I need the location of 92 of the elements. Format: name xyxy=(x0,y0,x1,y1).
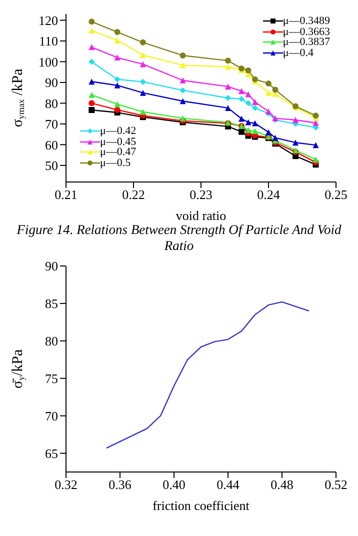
y-tick-label: 70 xyxy=(45,116,58,132)
point xyxy=(312,142,319,148)
line-series xyxy=(106,301,310,449)
point xyxy=(140,90,146,96)
x-axis-title: void ratio xyxy=(176,208,226,223)
x-tick-label: 0.22 xyxy=(122,187,145,202)
point xyxy=(245,127,252,134)
point xyxy=(88,100,95,106)
point xyxy=(114,37,120,44)
caption: Figure 14. Relations Between Strength Of Particle And Void Ratio xyxy=(16,222,342,254)
y-tick-label: 120 xyxy=(38,12,58,28)
point xyxy=(180,52,186,58)
legend-label: μ—0.4 xyxy=(282,46,314,58)
x-tick-label: 0.52 xyxy=(324,477,348,492)
y-tick-label: 65 xyxy=(45,446,58,461)
point xyxy=(245,119,252,126)
point xyxy=(114,54,120,61)
point xyxy=(252,98,258,105)
point xyxy=(180,77,186,84)
point xyxy=(292,140,298,146)
y-tick-label: 85 xyxy=(45,296,58,312)
point xyxy=(225,64,231,70)
y-tick-label: 100 xyxy=(38,54,58,70)
point xyxy=(252,104,258,111)
point xyxy=(140,52,146,58)
legend-label: μ—0.3837 xyxy=(282,36,330,48)
point xyxy=(272,86,278,93)
x-axis-title: friction coefficient xyxy=(152,498,250,513)
point xyxy=(88,107,95,114)
y-tick-label: 70 xyxy=(45,408,58,424)
point xyxy=(180,98,186,104)
y-tick-label: 80 xyxy=(45,334,58,349)
y-tick-label: 60 xyxy=(45,137,58,152)
point xyxy=(292,116,298,123)
point xyxy=(140,39,146,46)
point xyxy=(114,106,120,113)
y-tick-label: 50 xyxy=(45,158,58,174)
point xyxy=(266,108,272,114)
point xyxy=(88,18,95,25)
x-tick-label: 0.24 xyxy=(257,187,280,202)
legend-label: μ—0.3489 xyxy=(282,15,330,27)
y-tick-label: 80 xyxy=(45,96,58,111)
point xyxy=(245,91,252,98)
x-tick-label: 0.48 xyxy=(270,477,294,492)
point xyxy=(180,62,186,68)
point xyxy=(225,84,231,90)
x-tick-label: 0.44 xyxy=(216,477,240,492)
y-tick-label: 90 xyxy=(45,258,58,274)
point xyxy=(140,78,146,85)
point xyxy=(225,95,231,101)
point xyxy=(225,104,231,111)
x-tick-label: 0.40 xyxy=(162,477,186,492)
y-tick-label: 90 xyxy=(45,75,58,90)
point xyxy=(114,101,120,108)
legend-label: μ—0.42 xyxy=(100,125,136,137)
legend-label: μ—0.47 xyxy=(100,146,136,158)
point xyxy=(245,67,252,74)
point xyxy=(238,88,244,94)
x-tick-label: 0.25 xyxy=(324,187,348,202)
x-tick-label: 0.36 xyxy=(108,477,132,492)
x-tick-label: 0.32 xyxy=(54,477,78,492)
y-tick-label: 75 xyxy=(45,370,58,386)
point xyxy=(238,128,244,135)
legend-label: μ—0.5 xyxy=(100,156,131,168)
point xyxy=(114,82,120,88)
point xyxy=(114,29,120,36)
point xyxy=(180,87,186,94)
y-tick-label: 110 xyxy=(38,34,58,49)
point xyxy=(266,80,272,86)
point xyxy=(140,61,146,68)
point xyxy=(272,134,278,141)
point xyxy=(140,108,146,115)
point xyxy=(88,78,95,85)
point xyxy=(238,96,244,102)
point xyxy=(88,92,95,98)
point xyxy=(252,128,258,134)
point xyxy=(238,116,244,122)
point xyxy=(266,90,272,96)
point xyxy=(88,44,95,50)
point xyxy=(88,58,95,65)
point xyxy=(266,129,272,136)
x-tick-label: 0.21 xyxy=(54,187,78,202)
point xyxy=(88,28,95,34)
point xyxy=(225,58,231,64)
point xyxy=(312,156,319,163)
legend-label: μ—0.45 xyxy=(100,136,136,148)
legend-label: μ—0.3663 xyxy=(282,26,330,38)
point xyxy=(252,120,258,126)
point xyxy=(245,100,252,106)
point xyxy=(114,76,120,82)
x-tick-label: 0.23 xyxy=(190,187,212,202)
point xyxy=(180,115,186,122)
